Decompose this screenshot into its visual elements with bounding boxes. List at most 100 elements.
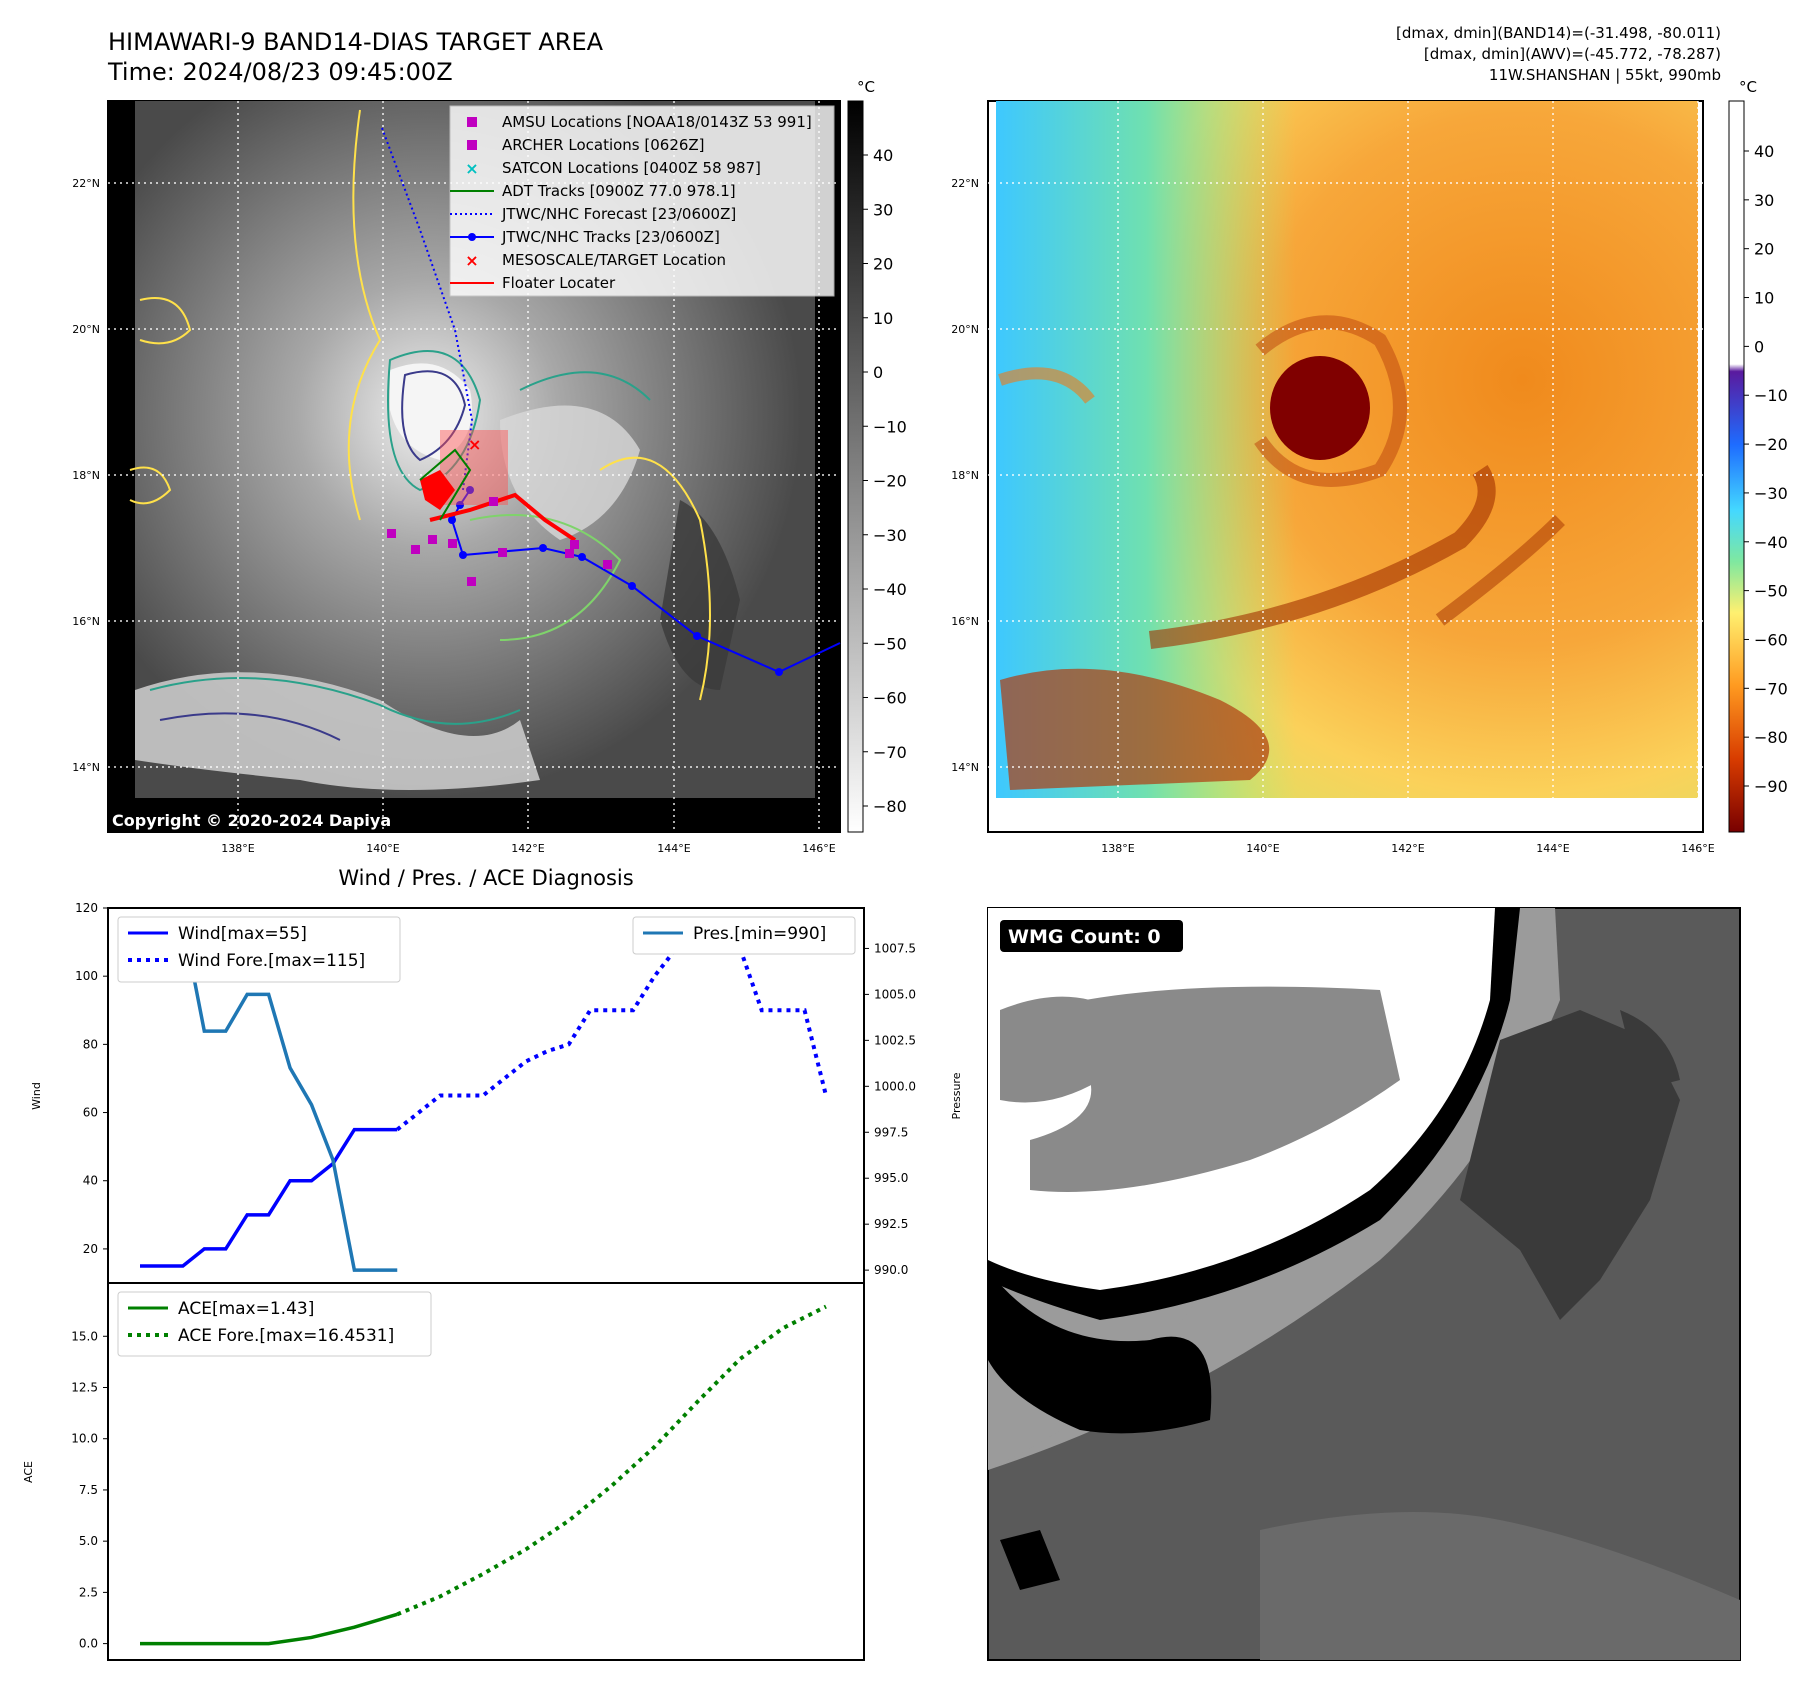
ir-colorbar: °C 40 30 20 10 0 −10 −20 −30 −40 −50 −60 −70 −80 (847, 78, 907, 833)
colorbar-tick-label: −50 (873, 634, 907, 653)
wind-legend: Wind[max=55] Wind Fore.[max=115] (117, 916, 401, 983)
colorbar-tick-label: 20 (1754, 240, 1774, 259)
wind-tick-label: 100 (75, 969, 98, 983)
wv-lon-tick-146: 146°E (1681, 842, 1714, 855)
awv-range: [dmax, dmin](AWV)=(-45.772, -78.287) (1424, 45, 1721, 63)
pressure-legend: Pres.[min=990] (632, 916, 856, 955)
legend-wind: Wind[max=55] (178, 924, 307, 944)
legend-label-1: ARCHER Locations [0626Z] (502, 136, 705, 154)
colorbar-tick-label: −60 (873, 689, 907, 708)
wind-tick-label: 60 (83, 1106, 98, 1120)
figure-title: HIMAWARI-9 BAND14-DIAS TARGET AREA (108, 28, 604, 56)
legend-wind-fore: Wind Fore.[max=115] (178, 951, 365, 971)
lon-tick-146: 146°E (802, 842, 835, 855)
lon-tick-142: 142°E (511, 842, 544, 855)
ace-tick-label: 2.5 (79, 1585, 98, 1599)
colorbar-tick-label: −80 (1754, 728, 1788, 747)
colorbar-tick-label: −80 (873, 797, 907, 816)
colorbar2-unit: °C (1739, 78, 1757, 96)
ace-chart: ACE 15.0 12.5 10.0 7.5 5.0 2.5 0.0 ACE[max=1.4… (22, 1282, 865, 1661)
wv-lon-tick-138: 138°E (1101, 842, 1134, 855)
pres-tick-label: 1000.0 (874, 1079, 916, 1093)
pres-tick-label: 992.5 (874, 1217, 908, 1231)
wind-tick-label: 40 (83, 1174, 98, 1188)
legend-label-7: Floater Locater (502, 274, 616, 292)
ace-tick-label: 7.5 (79, 1483, 98, 1497)
pres-tick-label: 1005.0 (874, 987, 916, 1001)
colorbar-tick-label: −50 (1754, 582, 1788, 601)
series-line-0 (140, 1127, 398, 1268)
band14-range: [dmax, dmin](BAND14)=(-31.498, -80.011) (1396, 24, 1721, 42)
legend-label-3: ADT Tracks [0900Z 77.0 978.1] (502, 182, 736, 200)
wmg-count-label: WMG Count: 0 (1008, 926, 1161, 948)
legend-ace: ACE[max=1.43] (178, 1299, 314, 1319)
wind-tick-label: 80 (83, 1037, 98, 1051)
legend-label-5: JTWC/NHC Tracks [23/0600Z] (501, 228, 720, 246)
pres-tick-label: 1007.5 (874, 941, 916, 955)
legend-label-4: JTWC/NHC Forecast [23/0600Z] (501, 205, 736, 223)
colorbar-tick-label: −20 (1754, 435, 1788, 454)
ace-series-line-0 (140, 1612, 398, 1646)
legend-label-2: SATCON Locations [0400Z 58 987] (502, 159, 761, 177)
colorbar-tick-label: −30 (873, 526, 907, 545)
ace-axis-label: ACE (22, 1461, 35, 1483)
legend-pres: Pres.[min=990] (693, 924, 826, 944)
colorbar-tick-label: −10 (873, 417, 907, 436)
colorbar-tick-label: 30 (1754, 191, 1774, 210)
lat-tick-18: 18°N (72, 469, 100, 482)
legend-ace-fore: ACE Fore.[max=16.4531] (178, 1326, 394, 1346)
wmg-panel: WMG Count: 0 (987, 907, 1741, 1661)
wv-map-panel: 22°N 20°N 18°N 16°N 14°N 138°E 140°E 142… (951, 100, 1715, 855)
lon-tick-138: 138°E (221, 842, 254, 855)
wind-tick-label: 20 (83, 1242, 98, 1256)
colorbar-tick-label: 40 (873, 146, 893, 165)
colorbar-tick-label: −10 (1754, 386, 1788, 405)
ace-legend: ACE[max=1.43] ACE Fore.[max=16.4531] (117, 1291, 432, 1357)
pres-tick-label: 1002.5 (874, 1033, 916, 1047)
wind-pressure-chart: Wind Pressure 120 100 80 60 40 20 1007.5 1005.… (30, 901, 963, 1284)
figure-time: Time: 2024/08/23 09:45:00Z (107, 58, 453, 86)
ace-tick-label: 0.0 (79, 1637, 98, 1651)
diagnosis-title: Wind / Pres. / ACE Diagnosis (338, 866, 633, 890)
legend-marker-2: × (465, 159, 478, 178)
lon-tick-140: 140°E (366, 842, 399, 855)
lat-tick-16: 16°N (72, 615, 100, 628)
lat-tick-22: 22°N (72, 177, 100, 190)
colorbar-tick-label: 0 (1754, 337, 1764, 356)
legend-label-6: MESOSCALE/TARGET Location (502, 251, 726, 269)
colorbar-tick-label: −40 (873, 580, 907, 599)
colorbar1-unit: °C (857, 78, 875, 96)
colorbar-tick-label: −60 (1754, 630, 1788, 649)
colorbar-tick-label: −20 (873, 472, 907, 491)
legend-label-0: AMSU Locations [NOAA18/0143Z 53 991] (502, 113, 812, 131)
pressure-axis-label: Pressure (950, 1072, 963, 1119)
storm-info: 11W.SHANSHAN | 55kt, 990mb (1489, 66, 1721, 84)
legend-marker-0 (467, 117, 477, 127)
ace-tick-label: 5.0 (79, 1534, 98, 1548)
colorbar-tick-label: −90 (1754, 777, 1788, 796)
legend-marker-dot (468, 233, 476, 241)
colorbar-tick-label: 20 (873, 255, 893, 274)
wv-lat-tick-20: 20°N (951, 323, 979, 336)
copyright-label: Copyright © 2020-2024 Dapiya (112, 811, 391, 830)
ace-tick-label: 10.0 (71, 1432, 98, 1446)
series-line-1 (396, 939, 828, 1132)
wind-tick-label: 120 (75, 901, 98, 915)
svg-text:×: × (468, 435, 481, 454)
colorbar-tick-label: 10 (1754, 289, 1774, 308)
wv-colorbar: °C 40 30 20 10 0 −10 −20 −30 −40 −50 −60 −70 −80 −90 (1728, 78, 1788, 833)
lon-tick-144: 144°E (657, 842, 690, 855)
colorbar-tick-label: 10 (873, 309, 893, 328)
wv-lat-tick-16: 16°N (951, 615, 979, 628)
colorbar-tick-label: 0 (873, 363, 883, 382)
lat-tick-20: 20°N (72, 323, 100, 336)
wv-lat-tick-14: 14°N (951, 761, 979, 774)
ace-tick-label: 15.0 (71, 1329, 98, 1343)
colorbar-tick-label: −70 (873, 743, 907, 762)
colorbar-tick-label: 30 (873, 200, 893, 219)
wv-lon-tick-140: 140°E (1246, 842, 1279, 855)
pres-tick-label: 990.0 (874, 1263, 908, 1277)
colorbar-tick-label: 40 (1754, 142, 1774, 161)
pres-tick-label: 995.0 (874, 1171, 908, 1185)
